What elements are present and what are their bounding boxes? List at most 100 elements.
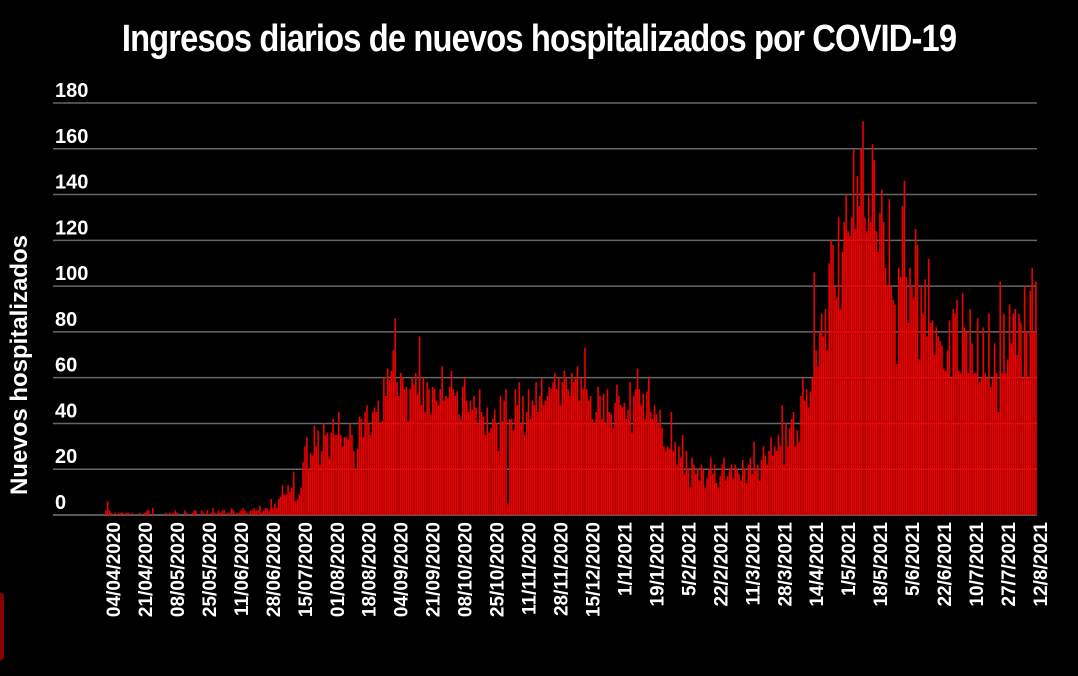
bar xyxy=(1029,290,1032,515)
bar xyxy=(824,309,827,515)
x-tick-label: 22/2/2021 xyxy=(711,522,732,607)
bar xyxy=(638,389,641,515)
bar xyxy=(1008,304,1011,515)
bar xyxy=(781,405,784,515)
bar xyxy=(896,363,898,515)
bar xyxy=(674,441,676,515)
bar xyxy=(369,434,372,515)
bar xyxy=(437,405,440,515)
bar xyxy=(548,386,551,515)
bar xyxy=(371,412,374,515)
bar xyxy=(279,496,282,515)
y-tick-label: 40 xyxy=(55,400,77,422)
x-tick-label: 28/06/2020 xyxy=(264,522,285,617)
bar xyxy=(546,395,549,515)
bar xyxy=(443,400,445,515)
bar xyxy=(277,498,280,515)
bar xyxy=(400,373,402,515)
bar xyxy=(751,473,753,515)
bar xyxy=(223,510,225,515)
bar xyxy=(706,478,708,515)
bar xyxy=(172,512,175,515)
bar xyxy=(657,423,660,515)
bar xyxy=(758,480,761,515)
bar xyxy=(886,286,889,515)
bar xyxy=(835,297,838,515)
x-tick-label: 11/06/2020 xyxy=(232,522,253,616)
bar xyxy=(757,464,759,515)
bar xyxy=(696,469,699,515)
bar xyxy=(649,412,652,515)
bar xyxy=(285,494,287,515)
bar xyxy=(441,366,443,515)
bar xyxy=(783,464,785,515)
bar xyxy=(522,395,524,515)
bar xyxy=(501,421,504,515)
bar xyxy=(875,231,877,515)
bar xyxy=(401,377,404,515)
bar xyxy=(753,441,755,515)
side-tab[interactable] xyxy=(0,593,4,660)
bar xyxy=(779,446,782,515)
bar xyxy=(381,421,383,515)
bar xyxy=(478,389,481,515)
bar xyxy=(559,405,562,515)
bar xyxy=(307,469,310,515)
bar xyxy=(324,434,327,515)
bar xyxy=(648,377,650,515)
bar xyxy=(687,469,690,515)
bar xyxy=(717,487,720,515)
bar xyxy=(289,492,291,515)
bar xyxy=(621,407,624,515)
bar xyxy=(268,510,271,515)
bar xyxy=(711,473,714,515)
bar xyxy=(702,469,705,515)
bar xyxy=(802,377,804,515)
bar xyxy=(775,450,778,515)
bar xyxy=(1016,354,1018,515)
y-tick-label: 0 xyxy=(55,492,66,514)
x-tick-label: 18/08/2020 xyxy=(360,522,381,617)
bar xyxy=(1005,373,1007,515)
bar xyxy=(700,464,703,515)
bar xyxy=(1003,313,1005,515)
bar xyxy=(854,228,857,515)
bar xyxy=(377,400,380,515)
bar xyxy=(683,473,686,515)
bar xyxy=(272,508,274,515)
bar xyxy=(300,487,303,515)
bar xyxy=(766,464,769,515)
bar xyxy=(681,434,684,515)
bar xyxy=(420,405,423,515)
bar xyxy=(1010,343,1013,515)
bar xyxy=(804,400,806,515)
bar xyxy=(715,482,718,515)
bar xyxy=(931,320,934,515)
bar xyxy=(358,416,361,515)
bar xyxy=(354,469,357,515)
bar xyxy=(433,389,436,515)
bar xyxy=(165,512,167,515)
bar xyxy=(850,217,853,515)
bar xyxy=(642,393,644,515)
bar xyxy=(800,395,802,515)
bar xyxy=(227,512,229,515)
bar xyxy=(991,377,994,515)
x-tick-label: 27/7/2021 xyxy=(999,522,1020,607)
bar xyxy=(1001,373,1003,515)
x-tick-label: 5/2/2021 xyxy=(679,522,700,596)
x-tick-label: 14/4/2021 xyxy=(807,522,828,607)
bar xyxy=(924,279,926,515)
bar xyxy=(631,432,633,515)
bar xyxy=(813,272,815,515)
bar xyxy=(379,423,381,515)
bar xyxy=(114,512,116,515)
bar xyxy=(785,423,787,515)
bar xyxy=(990,386,992,515)
bar xyxy=(353,450,355,515)
bar xyxy=(328,457,331,515)
bar xyxy=(512,430,515,515)
bar xyxy=(926,336,928,515)
bar xyxy=(431,386,434,515)
bar xyxy=(668,448,671,515)
